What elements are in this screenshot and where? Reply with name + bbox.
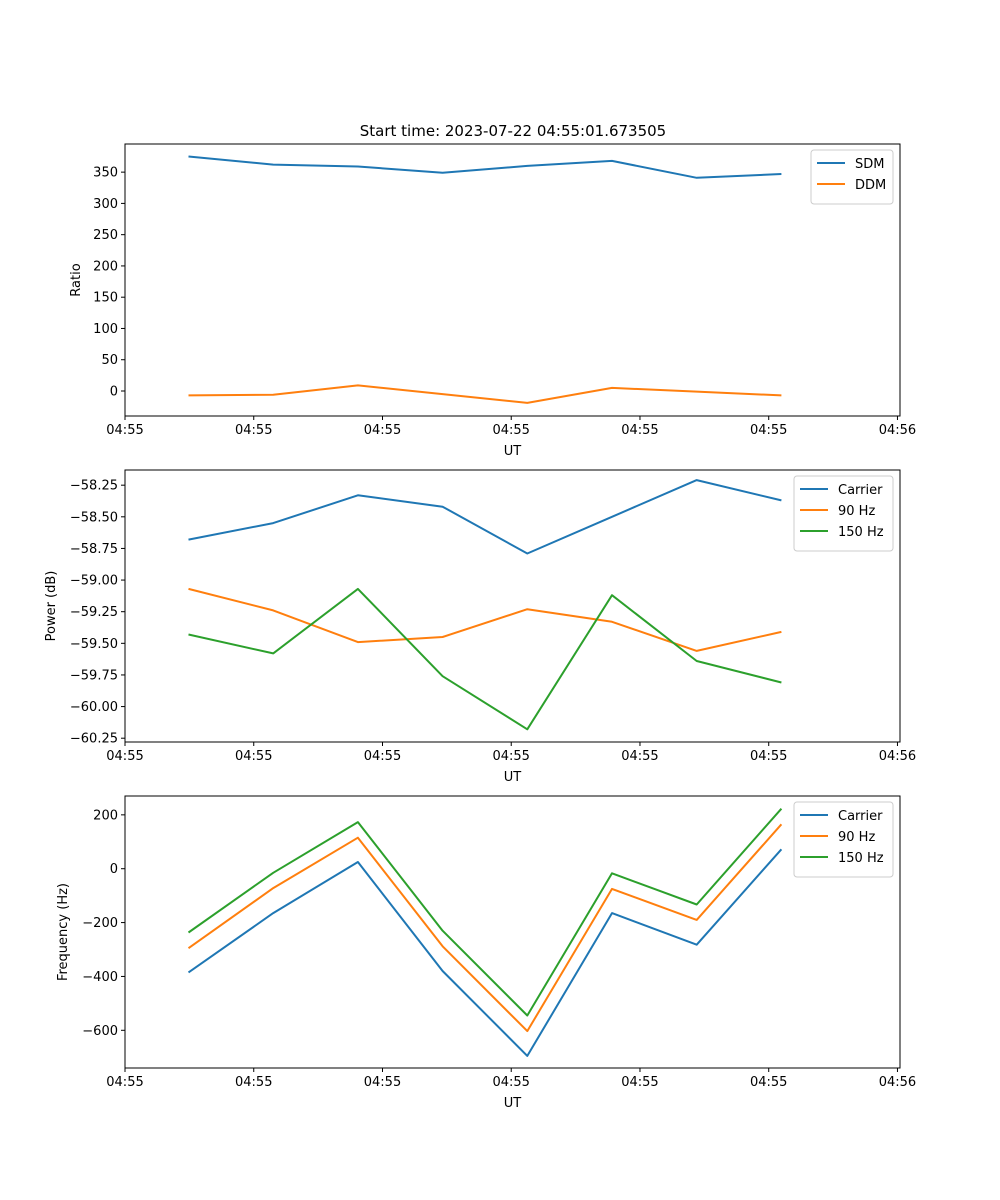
x-tick-label: 04:55 xyxy=(364,423,401,438)
y-tick-label: −58.50 xyxy=(70,510,118,525)
x-tick-label: 04:55 xyxy=(492,423,529,438)
x-tick-label: 04:55 xyxy=(750,423,787,438)
x-axis-label: UT xyxy=(504,444,522,459)
y-tick-label: 250 xyxy=(93,228,118,243)
y-axis-label: Ratio xyxy=(69,263,84,296)
x-tick-label: 04:55 xyxy=(492,749,529,764)
frequency-panel: 04:55 04:55 04:55 04:55 04:55 04:55 04:56 −600 −… xyxy=(56,795,916,1111)
x-tick-label: 04:55 xyxy=(492,1075,529,1090)
y-tick-label: 50 xyxy=(101,353,118,368)
x-tick-label: 04:55 xyxy=(621,749,658,764)
legend-label: Carrier xyxy=(838,809,883,824)
x-tick-label: 04:55 xyxy=(106,423,143,438)
y-tick-label: −400 xyxy=(82,970,118,985)
x-tick-label: 04:55 xyxy=(750,749,787,764)
y-tick-label: −59.25 xyxy=(70,605,118,620)
y-tick-label: 0 xyxy=(110,862,118,877)
x-tick-label: 04:55 xyxy=(106,1075,143,1090)
power-panel: 04:55 04:55 04:55 04:55 04:55 04:55 04:56 −60.2… xyxy=(44,469,916,785)
legend: SDM DDM xyxy=(810,149,894,205)
legend-frame xyxy=(793,475,894,552)
y-axis-label: Frequency (Hz) xyxy=(56,883,71,981)
ratio-panel: 04:55 04:55 04:55 04:55 04:55 04:55 04:56 0 50 10… xyxy=(69,143,916,459)
legend-label: 150 Hz xyxy=(838,525,884,540)
series-line-sdm xyxy=(188,155,782,179)
legend-label: 90 Hz xyxy=(838,504,875,519)
legend-label: DDM xyxy=(855,178,886,193)
x-axis-label: UT xyxy=(504,770,522,785)
y-tick-label: 350 xyxy=(93,166,118,181)
y-tick-label: −58.75 xyxy=(70,542,118,557)
series-line-150-hz xyxy=(188,587,782,731)
axes-frame xyxy=(124,143,901,417)
series-line-carrier xyxy=(188,479,782,555)
series-line-carrier xyxy=(187,848,783,1057)
x-tick-label: 04:55 xyxy=(364,749,401,764)
legend-label: Carrier xyxy=(838,483,883,498)
y-tick-label: −600 xyxy=(82,1024,118,1039)
y-tick-label: −59.00 xyxy=(70,574,118,589)
legend-frame xyxy=(793,801,894,878)
x-tick-label: 04:55 xyxy=(621,1075,658,1090)
y-tick-label: −200 xyxy=(82,916,118,931)
y-tick-label: −59.50 xyxy=(70,637,118,652)
y-tick-label: −60.00 xyxy=(70,700,118,715)
y-tick-label: −60.25 xyxy=(70,732,118,747)
x-tick-label: 04:55 xyxy=(106,749,143,764)
y-tick-label: 150 xyxy=(93,291,118,306)
figure-title: Start time: 2023-07-22 04:55:01.673505 xyxy=(360,122,666,140)
x-tick-label: 04:56 xyxy=(879,1075,916,1090)
legend: Carrier 90 Hz 150 Hz xyxy=(793,475,894,552)
legend-label: SDM xyxy=(855,157,884,172)
y-axis-label: Power (dB) xyxy=(44,571,59,642)
x-tick-label: 04:55 xyxy=(235,749,272,764)
legend-label: 90 Hz xyxy=(838,830,875,845)
series-line-90-hz xyxy=(188,587,782,652)
legend-label: 150 Hz xyxy=(838,851,884,866)
axes-frame xyxy=(124,795,901,1069)
x-tick-label: 04:56 xyxy=(879,749,916,764)
y-tick-label: 200 xyxy=(93,259,118,274)
y-tick-label: 300 xyxy=(93,197,118,212)
series-line-ddm xyxy=(188,384,782,404)
axes-frame xyxy=(124,469,901,743)
y-tick-label: −58.25 xyxy=(70,479,118,494)
x-axis-label: UT xyxy=(504,1096,522,1111)
x-tick-label: 04:55 xyxy=(364,1075,401,1090)
x-tick-label: 04:55 xyxy=(235,1075,272,1090)
y-tick-label: −59.75 xyxy=(70,668,118,683)
x-tick-label: 04:55 xyxy=(621,423,658,438)
series-line-150-hz xyxy=(187,808,783,1017)
x-tick-label: 04:55 xyxy=(235,423,272,438)
series-line-90-hz xyxy=(187,823,783,1033)
y-tick-label: 100 xyxy=(93,322,118,337)
y-tick-label: 200 xyxy=(93,808,118,823)
y-tick-label: 0 xyxy=(110,384,118,399)
x-tick-label: 04:56 xyxy=(879,423,916,438)
legend: Carrier 90 Hz 150 Hz xyxy=(793,801,894,878)
x-tick-label: 04:55 xyxy=(750,1075,787,1090)
